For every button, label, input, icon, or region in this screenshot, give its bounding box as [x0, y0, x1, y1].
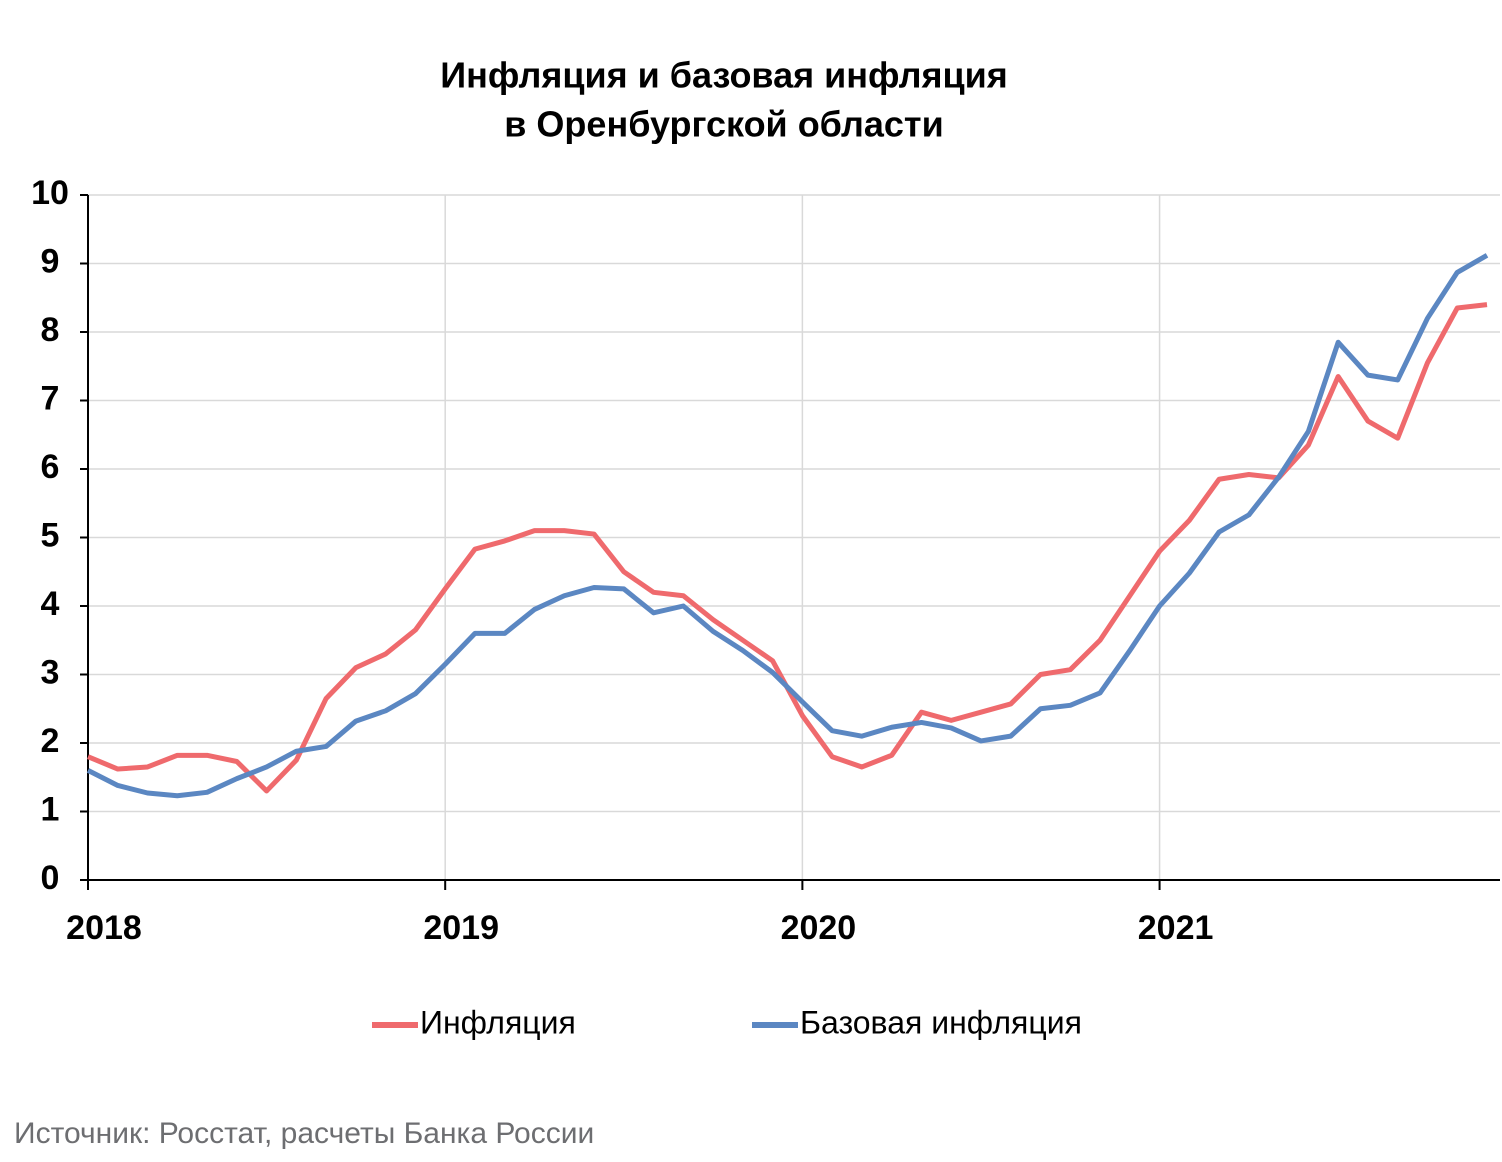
- data-line: [86, 253, 1489, 799]
- y-tick-label: 9: [41, 242, 60, 280]
- legend-label: Базовая инфляция: [800, 1004, 1082, 1040]
- x-tick-label: 2018: [66, 909, 142, 947]
- y-tick-label: 7: [41, 379, 60, 417]
- x-tick-label: 2020: [781, 909, 857, 947]
- x-tick-label: 2019: [423, 909, 499, 947]
- y-tick-label: 10: [31, 174, 69, 212]
- source-note: Источник: Росстат, расчеты Банка России: [14, 1117, 594, 1150]
- y-tick-label: 6: [41, 448, 60, 486]
- y-tick-label: 2: [41, 722, 60, 760]
- legend-label: Инфляция: [420, 1004, 576, 1040]
- y-tick-label: 1: [41, 790, 60, 828]
- chart-title: Инфляция и базовая инфляция: [440, 55, 1008, 96]
- y-tick-label: 5: [41, 516, 60, 554]
- chart-title: в Оренбургской области: [504, 104, 943, 145]
- y-tick-label: 0: [41, 859, 60, 897]
- y-tick-label: 8: [41, 311, 60, 349]
- y-tick-label: 3: [41, 653, 60, 691]
- data-line: [87, 302, 1488, 794]
- x-tick-label: 2021: [1138, 909, 1214, 947]
- y-tick-label: 4: [41, 585, 60, 623]
